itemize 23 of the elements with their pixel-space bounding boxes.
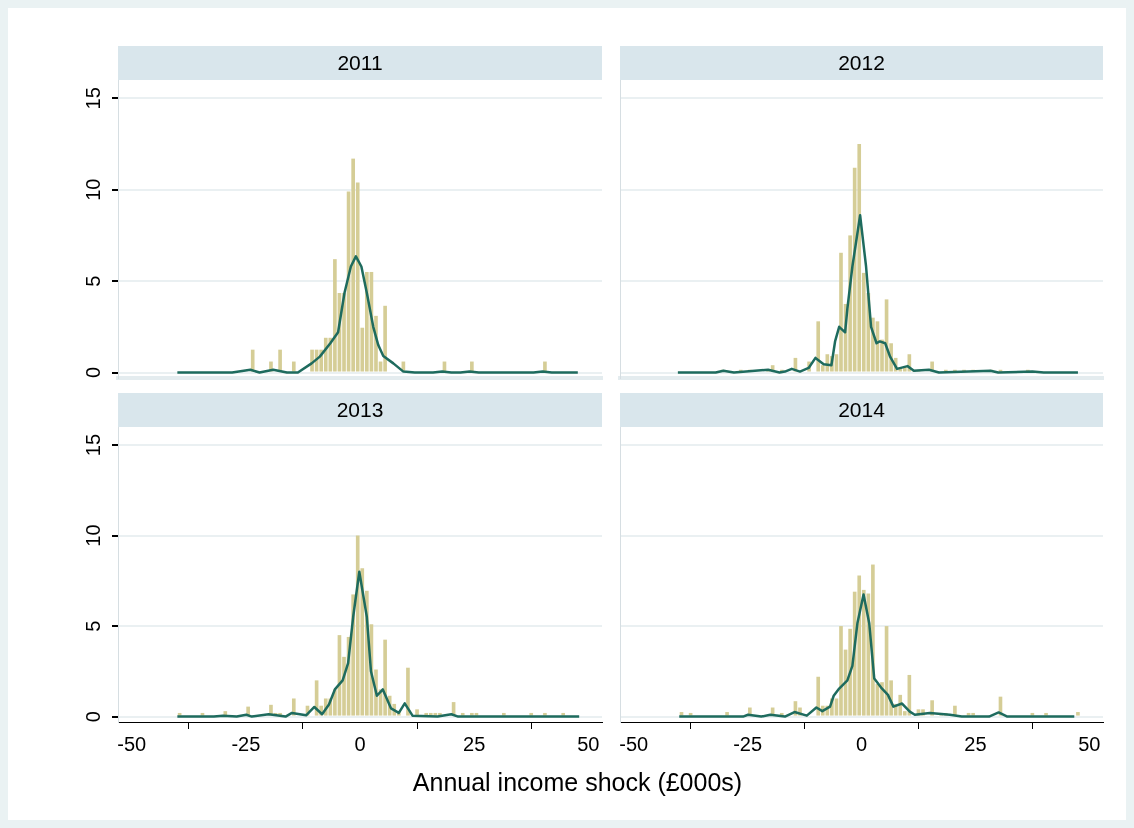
chart-title: 2011 <box>118 46 602 80</box>
x-tick-label: 50 <box>577 732 600 755</box>
x-tick-label: 0 <box>354 732 366 755</box>
x-tick-label: 0 <box>855 732 868 755</box>
chart-title: 2014 <box>620 393 1103 427</box>
x-tick-label: -25 <box>231 732 261 755</box>
y-tick-label: 0 <box>82 366 105 379</box>
x-tick-label: 50 <box>1078 732 1101 755</box>
y-tick-label: 10 <box>82 524 105 547</box>
x-tick-label: -50 <box>619 732 649 755</box>
y-tick-label: 15 <box>82 87 105 110</box>
y-tick-label: 5 <box>82 620 105 632</box>
x-tick-label: 25 <box>463 732 486 755</box>
y-tick-label: 10 <box>82 178 105 201</box>
chart-title: 2013 <box>118 393 602 427</box>
y-tick-label: 5 <box>82 275 105 287</box>
x-axis-title: Annual income shock (£000s) <box>411 768 744 797</box>
x-tick-label: -50 <box>117 732 147 755</box>
y-tick-label: 15 <box>82 433 105 457</box>
y-tick-label: 0 <box>82 711 105 723</box>
x-tick-label: -25 <box>733 732 763 755</box>
chart-title: 2012 <box>620 46 1103 80</box>
x-tick-label: 25 <box>964 732 987 755</box>
